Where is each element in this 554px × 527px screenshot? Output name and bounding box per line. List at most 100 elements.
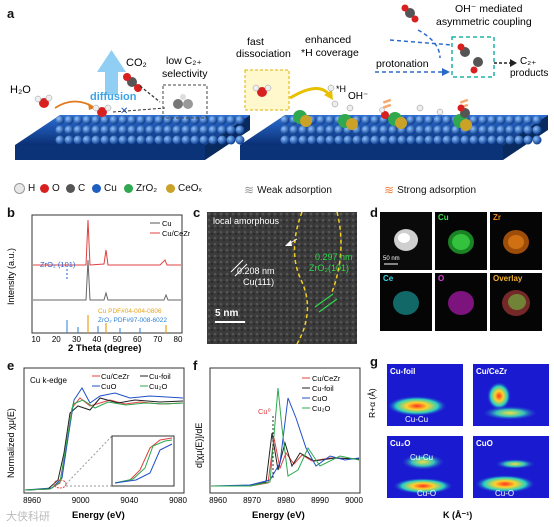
panel-label-a: a — [7, 6, 15, 21]
cu-atom — [370, 125, 380, 135]
cu-atom — [109, 115, 119, 125]
cu-atom — [100, 125, 110, 135]
cu-atom — [424, 135, 434, 145]
derivative-cufoil-line — [211, 432, 360, 487]
left-cu-slab-front — [15, 145, 205, 160]
h-coverage-label: *H coverage — [301, 47, 359, 59]
legend-item-ceox: CeOₓ — [166, 183, 202, 194]
cu-atom — [505, 135, 515, 145]
tem-d1-label: 0.208 nm — [237, 266, 275, 276]
cu-atom — [514, 135, 524, 145]
legend-label-h: H — [28, 183, 36, 194]
cu-atom — [361, 135, 371, 145]
xanes-tick-label: 8960 — [23, 496, 41, 505]
c2-products-label: C₂₊ — [520, 56, 536, 67]
eds-haadf: 50 nm — [380, 212, 432, 270]
xanes-legend-cuCeZr: Cu/CeZr — [101, 372, 130, 381]
panel-label-d: d — [370, 205, 378, 220]
wavelet-ylabel: R+α (Å) — [367, 388, 377, 418]
cu-atom — [532, 115, 542, 125]
xrd-legend-cu: Cu — [162, 219, 172, 228]
cu-atom — [388, 125, 398, 135]
wavelet-map-cufoil — [387, 364, 463, 426]
h2o-molecule-icon — [34, 94, 53, 108]
cu-atom — [415, 125, 425, 135]
dissociation-label: dissociation — [236, 48, 291, 60]
derivative-cuo-line — [210, 397, 360, 487]
xanes-cuCeZr-line — [24, 397, 184, 491]
cu-atom — [235, 115, 245, 125]
cu-atom — [226, 135, 236, 145]
eds-scale-label: 50 nm — [383, 256, 400, 262]
legend-label-o: O — [52, 183, 60, 194]
xrd-pdf-cu: Cu PDF#04-004-0806 — [98, 308, 162, 315]
legend-label-c: C — [78, 183, 86, 194]
diffusion-arrow — [97, 50, 126, 95]
cu-atom — [136, 125, 146, 135]
derivative-cu2o-line — [211, 387, 360, 487]
tem-scale-label: 5 nm — [215, 308, 239, 319]
left-cu-atoms — [55, 115, 245, 145]
oxide-particles — [293, 110, 472, 131]
cu-atom — [154, 125, 164, 135]
cu-atom — [172, 135, 182, 145]
products-label: products — [510, 68, 548, 79]
tem-cu111-label: Cu(111) — [243, 277, 275, 287]
atom-o-icon — [40, 184, 49, 193]
cu-atom — [100, 115, 110, 125]
cu-atom — [217, 125, 227, 135]
cu-atom — [487, 135, 497, 145]
protonation-label: protonation — [376, 58, 429, 70]
cu-atom — [181, 115, 191, 125]
legend-item-weak: ≋ Weak adsorption — [244, 183, 332, 197]
low-c2-label: low C₂₊ — [166, 55, 202, 67]
cu-atom — [325, 115, 335, 125]
cu-atom — [217, 135, 227, 145]
cu-atom — [226, 115, 236, 125]
cu-atom — [64, 125, 74, 135]
derivative-tick-label: 9000 — [345, 496, 363, 505]
cu-atom — [478, 135, 488, 145]
adsorbed-h2o-icon — [92, 104, 112, 117]
atom-legend: H O C Cu ZrO₂ CeOₓ ≋ Weak adsorption ≋ Str… — [14, 183, 550, 201]
cu-atom — [379, 125, 389, 135]
atom-zro2-icon — [124, 184, 133, 193]
wavelet-tag-cuo: Cu-O — [495, 489, 514, 498]
xanes-cu2o-line — [24, 399, 184, 491]
cu-atom — [361, 115, 371, 125]
cu-atom — [82, 135, 92, 145]
weak-adsorption-icon: ≋ — [244, 183, 255, 197]
cu-atom — [442, 115, 452, 125]
derivative-legend-cuo: CuO — [312, 394, 328, 403]
low-c2-box — [162, 84, 208, 119]
cu-atom — [406, 135, 416, 145]
cu-atom — [208, 135, 218, 145]
xrd-tick-label: 70 — [153, 335, 162, 344]
panel-label-c: c — [193, 205, 201, 220]
legend-label-zro2: ZrO₂ — [136, 183, 158, 194]
cu-atom — [91, 135, 101, 145]
xrd-tick-label: 10 — [32, 335, 41, 344]
wavelet-title-cuCeZr: Cu/CeZr — [476, 367, 507, 376]
cu-atom — [478, 115, 488, 125]
cu-atom — [289, 135, 299, 145]
cu-atom — [433, 135, 443, 145]
wavelet-tag-cu2o-cuo: Cu-O — [417, 489, 436, 498]
xrd-tick-label: 60 — [133, 335, 142, 344]
cu-atom — [415, 135, 425, 145]
cu-atom — [109, 125, 119, 135]
legend-label-cu: Cu — [104, 183, 117, 194]
xanes-legend-cuo: CuO — [101, 382, 117, 391]
cu-atom — [235, 135, 245, 145]
legend-item-cu: Cu — [92, 183, 117, 194]
cu-atom — [532, 135, 542, 145]
cu-atom — [316, 125, 326, 135]
cu-atom — [136, 135, 146, 145]
cu-atom — [370, 135, 380, 145]
enhanced-label: enhanced — [305, 34, 351, 46]
co2-molecule-icon — [123, 73, 142, 92]
xrd-tick-label: 50 — [113, 335, 122, 344]
cu-atom — [190, 115, 200, 125]
cu-atom — [523, 135, 533, 145]
panel-label-b: b — [7, 205, 15, 220]
